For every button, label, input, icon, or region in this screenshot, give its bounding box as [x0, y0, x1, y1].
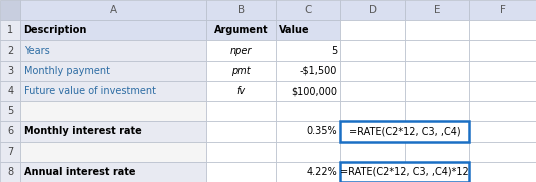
Bar: [20, 40, 206, 61]
Bar: [20, 61, 206, 81]
Text: =RATE(C2*12, C3, ,C4)*12: =RATE(C2*12, C3, ,C4)*12: [340, 167, 469, 177]
Bar: [405, 61, 469, 81]
Bar: [469, 40, 536, 61]
Bar: [405, 142, 469, 162]
Bar: [405, 40, 469, 61]
Bar: [469, 101, 536, 121]
Bar: [340, 121, 405, 142]
Text: 3: 3: [7, 66, 13, 76]
Bar: [340, 0, 405, 20]
Bar: [469, 0, 536, 20]
Bar: [276, 40, 340, 61]
Bar: [20, 0, 206, 20]
Bar: [469, 61, 536, 81]
Text: Monthly interest rate: Monthly interest rate: [24, 126, 142, 136]
Bar: [206, 81, 276, 101]
Bar: [276, 81, 340, 101]
Text: C: C: [304, 5, 312, 15]
Bar: [340, 40, 405, 61]
Text: $100,000: $100,000: [291, 86, 337, 96]
Bar: [0, 101, 20, 121]
Bar: [276, 142, 340, 162]
Text: 8: 8: [7, 167, 13, 177]
Bar: [405, 0, 469, 20]
Text: 2: 2: [7, 46, 13, 56]
Bar: [206, 0, 276, 20]
Bar: [0, 0, 20, 20]
Text: B: B: [237, 5, 245, 15]
Bar: [20, 101, 206, 121]
Bar: [206, 162, 276, 182]
Bar: [276, 61, 340, 81]
Bar: [340, 20, 405, 40]
Text: Argument: Argument: [214, 25, 269, 35]
Bar: [0, 162, 20, 182]
Bar: [276, 20, 340, 40]
Bar: [340, 121, 469, 142]
Bar: [276, 0, 340, 20]
Bar: [340, 101, 405, 121]
Bar: [20, 162, 206, 182]
Text: D: D: [369, 5, 376, 15]
Bar: [405, 162, 469, 182]
Text: nper: nper: [230, 46, 252, 56]
Text: fv: fv: [236, 86, 246, 96]
Text: Value: Value: [279, 25, 310, 35]
Bar: [206, 61, 276, 81]
Bar: [0, 20, 20, 40]
Bar: [206, 20, 276, 40]
Text: =RATE(C2*12, C3, ,C4): =RATE(C2*12, C3, ,C4): [349, 126, 460, 136]
Bar: [0, 61, 20, 81]
Bar: [0, 81, 20, 101]
Bar: [340, 142, 405, 162]
Bar: [469, 142, 536, 162]
Bar: [276, 101, 340, 121]
Text: 0.35%: 0.35%: [307, 126, 337, 136]
Bar: [469, 162, 536, 182]
Bar: [340, 61, 405, 81]
Text: Annual interest rate: Annual interest rate: [24, 167, 135, 177]
Text: 5: 5: [331, 46, 337, 56]
Text: 6: 6: [7, 126, 13, 136]
Text: 4: 4: [7, 86, 13, 96]
Text: 1: 1: [7, 25, 13, 35]
Bar: [340, 162, 469, 182]
Bar: [469, 121, 536, 142]
Bar: [0, 142, 20, 162]
Bar: [340, 162, 405, 182]
Bar: [206, 121, 276, 142]
Text: Monthly payment: Monthly payment: [24, 66, 109, 76]
Text: F: F: [500, 5, 505, 15]
Text: 4.22%: 4.22%: [307, 167, 337, 177]
Text: Future value of investment: Future value of investment: [24, 86, 155, 96]
Bar: [20, 20, 206, 40]
Text: 7: 7: [7, 147, 13, 157]
Text: -$1,500: -$1,500: [300, 66, 337, 76]
Bar: [20, 121, 206, 142]
Bar: [0, 40, 20, 61]
Bar: [405, 121, 469, 142]
Text: Description: Description: [24, 25, 87, 35]
Bar: [405, 101, 469, 121]
Bar: [20, 81, 206, 101]
Bar: [405, 20, 469, 40]
Bar: [206, 101, 276, 121]
Bar: [206, 142, 276, 162]
Bar: [206, 40, 276, 61]
Bar: [469, 20, 536, 40]
Text: A: A: [110, 5, 117, 15]
Bar: [276, 121, 340, 142]
Bar: [276, 162, 340, 182]
Bar: [0, 121, 20, 142]
Text: E: E: [434, 5, 440, 15]
Text: 5: 5: [7, 106, 13, 116]
Text: pmt: pmt: [232, 66, 251, 76]
Bar: [405, 81, 469, 101]
Bar: [340, 81, 405, 101]
Bar: [469, 81, 536, 101]
Bar: [20, 142, 206, 162]
Text: Years: Years: [24, 46, 49, 56]
